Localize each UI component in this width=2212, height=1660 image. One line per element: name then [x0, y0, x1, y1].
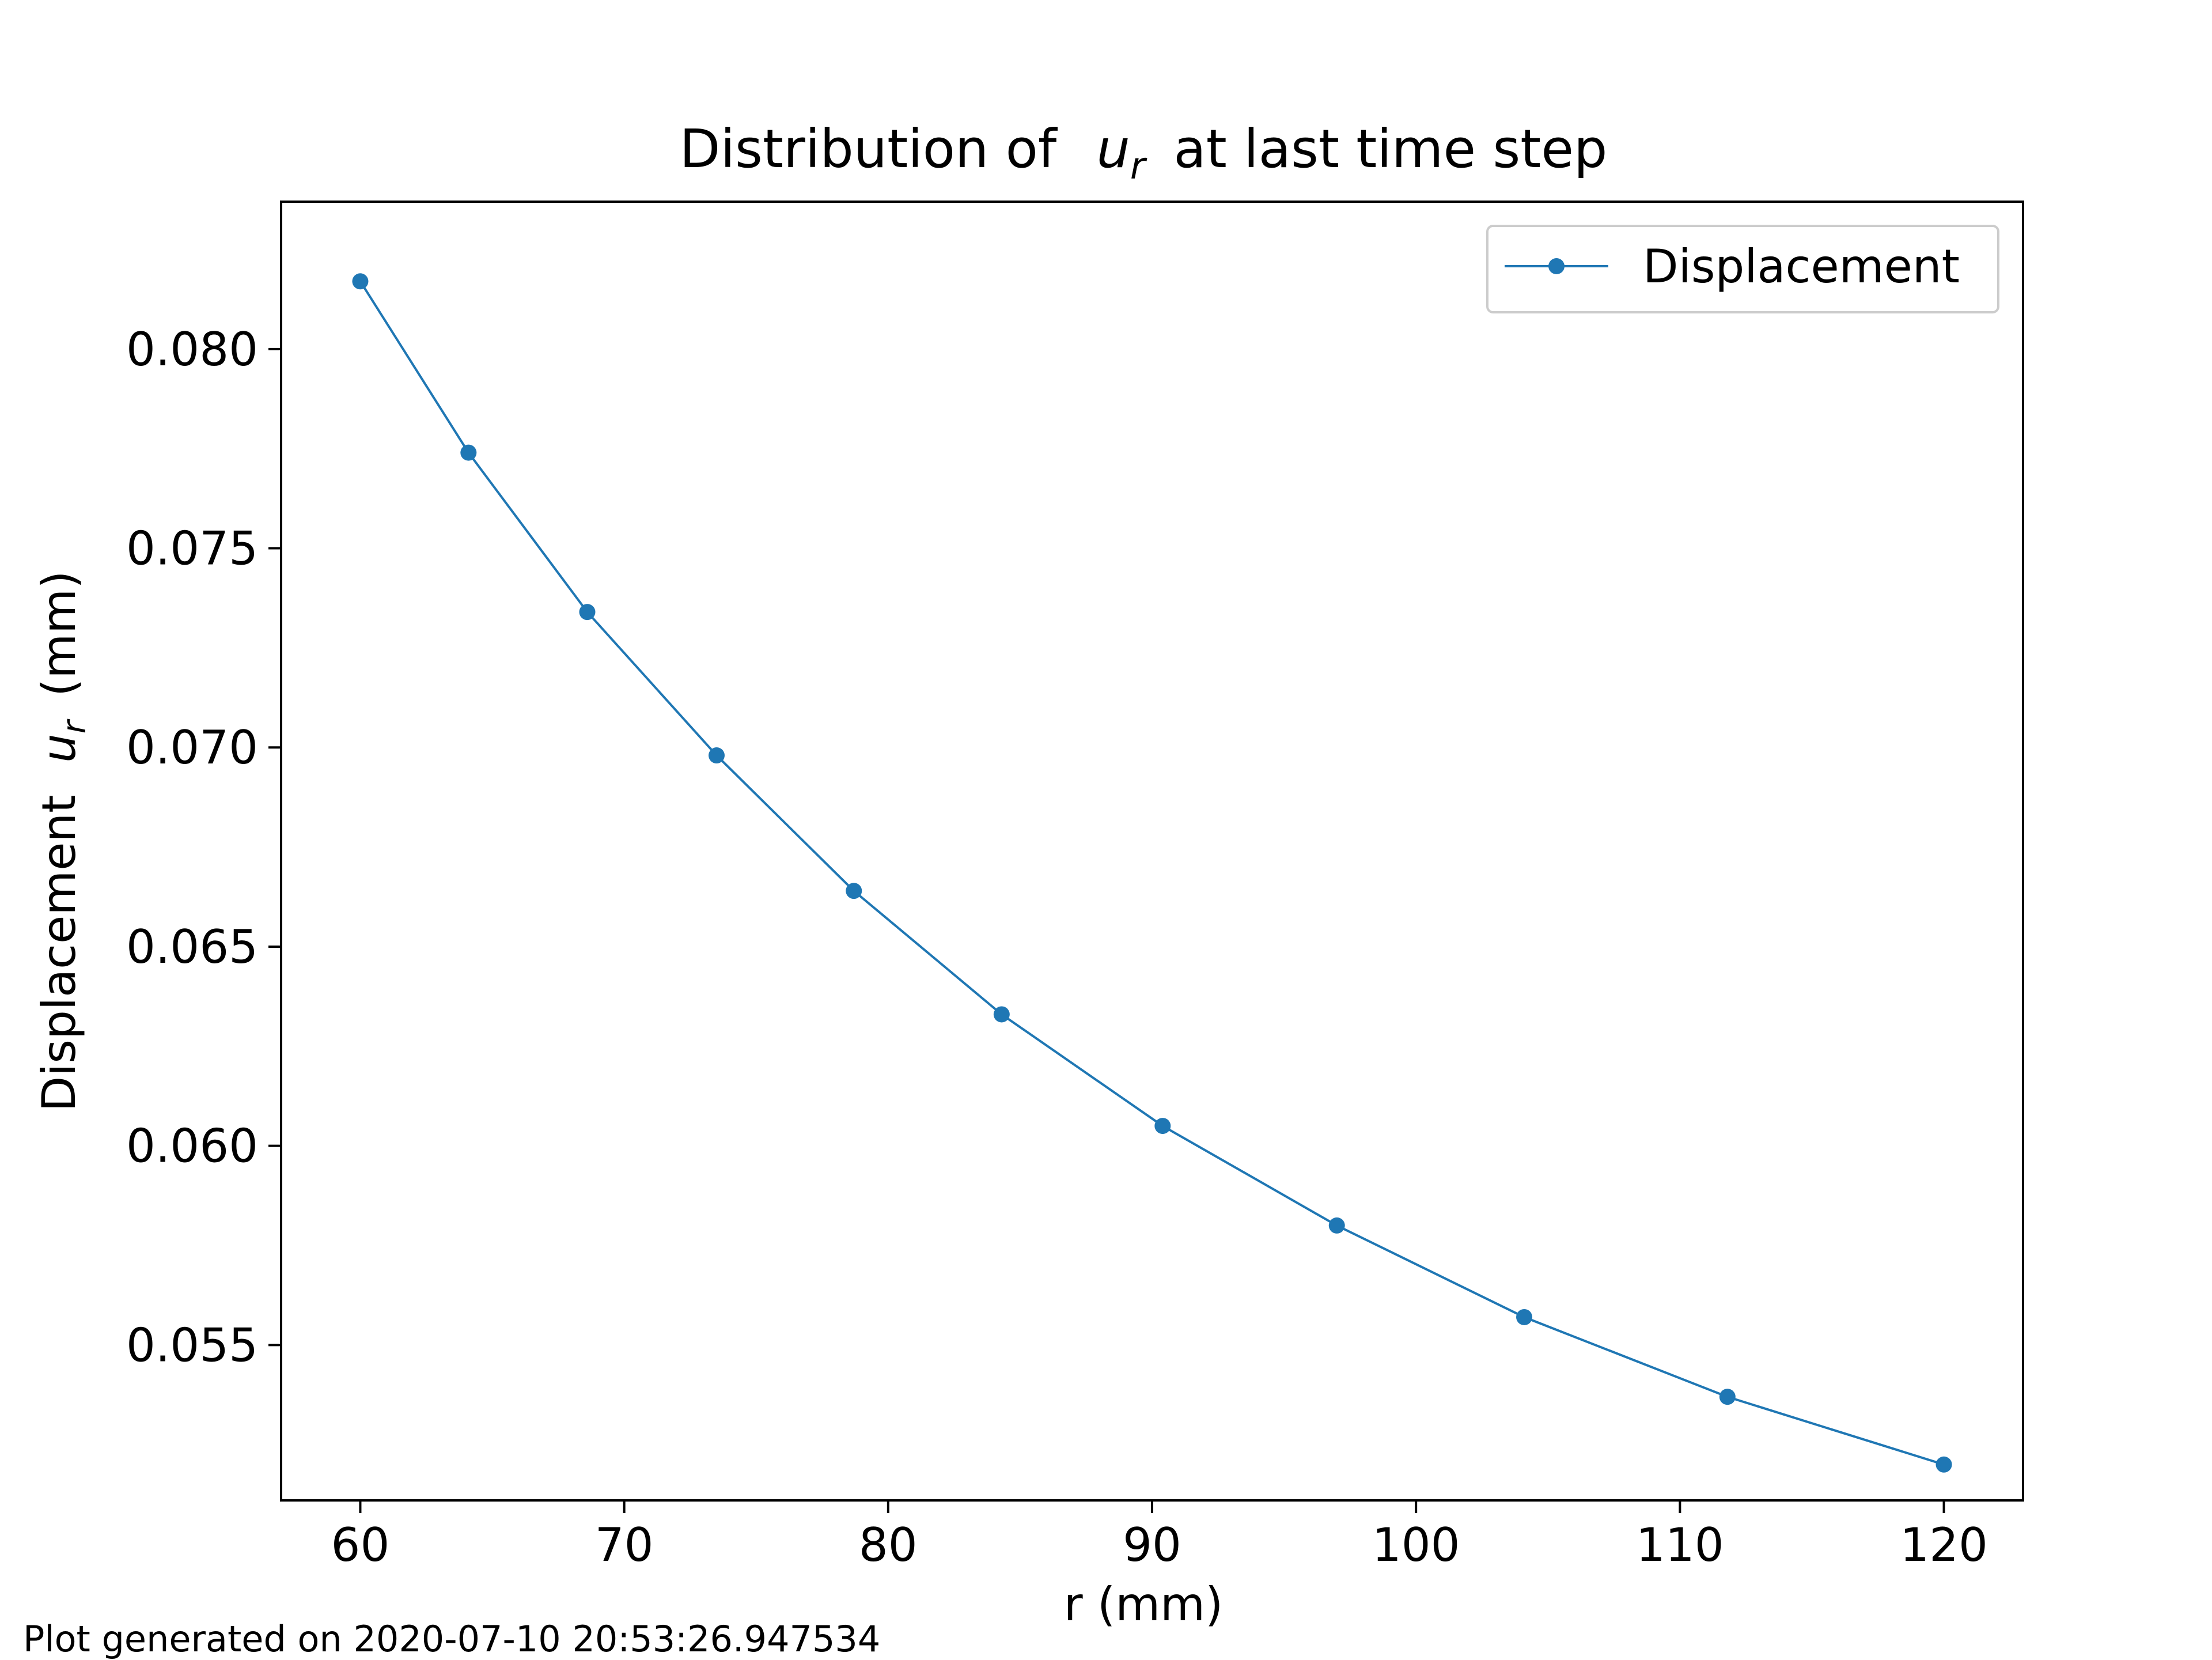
x-tick-label: 60 — [331, 1518, 390, 1572]
x-tick-label: 80 — [859, 1518, 918, 1572]
x-axis-label: r (mm) — [1064, 1578, 1224, 1631]
data-point — [993, 1006, 1010, 1023]
chart-title-suffix: at last time step — [1173, 118, 1607, 180]
data-point — [1516, 1309, 1533, 1325]
x-tick-label: 110 — [1636, 1518, 1724, 1572]
chart-title-sub: r — [1130, 145, 1147, 188]
y-tick-label: 0.065 — [126, 920, 258, 974]
x-tick-label: 90 — [1123, 1518, 1181, 1572]
data-point — [1328, 1217, 1345, 1234]
y-tick-label: 0.080 — [126, 323, 258, 376]
chart-title-prefix: Distribution of — [680, 118, 1058, 180]
legend-label: Displacement — [1643, 240, 1960, 293]
y-axis-label-sub: r — [56, 719, 93, 733]
footer-note: Plot generated on 2020-07-10 20:53:26.94… — [23, 1618, 881, 1660]
data-point — [846, 883, 862, 899]
y-axis-label-prefix: Displacement — [32, 795, 86, 1111]
y-axis-label-suffix: (mm) — [32, 571, 86, 697]
legend-box — [1486, 225, 1999, 313]
series-layer — [352, 273, 1952, 1473]
data-point — [1719, 1389, 1736, 1405]
x-tick-label: 70 — [595, 1518, 654, 1572]
y-axis: 0.055 0.060 0.065 0.070 0.075 0.080 — [126, 323, 281, 1372]
legend-marker — [1548, 258, 1565, 274]
y-axis-label: Displacement ur (mm) — [32, 571, 96, 1112]
y-tick-label: 0.060 — [126, 1120, 258, 1173]
data-point — [460, 444, 477, 461]
x-tick-label: 100 — [1372, 1518, 1460, 1572]
data-point — [709, 747, 725, 764]
chart-title-var: u — [1097, 118, 1130, 180]
x-tick-label: 120 — [1900, 1518, 1988, 1572]
y-tick-label: 0.055 — [126, 1318, 258, 1372]
data-point — [1936, 1456, 1952, 1473]
y-axis-label-var: u — [32, 733, 86, 763]
legend: Displacement — [1486, 225, 1999, 313]
plot-frame — [280, 201, 2024, 1502]
data-point — [1154, 1118, 1171, 1135]
y-tick-label: 0.070 — [126, 721, 258, 774]
plot-area — [280, 201, 2024, 1502]
y-tick-label: 0.075 — [126, 522, 258, 576]
chart-title: Distribution of ur at last time step — [680, 118, 1608, 191]
x-axis: 60 70 80 90 100 110 120 — [331, 1500, 1988, 1572]
data-point — [352, 273, 369, 290]
data-point — [579, 604, 596, 621]
